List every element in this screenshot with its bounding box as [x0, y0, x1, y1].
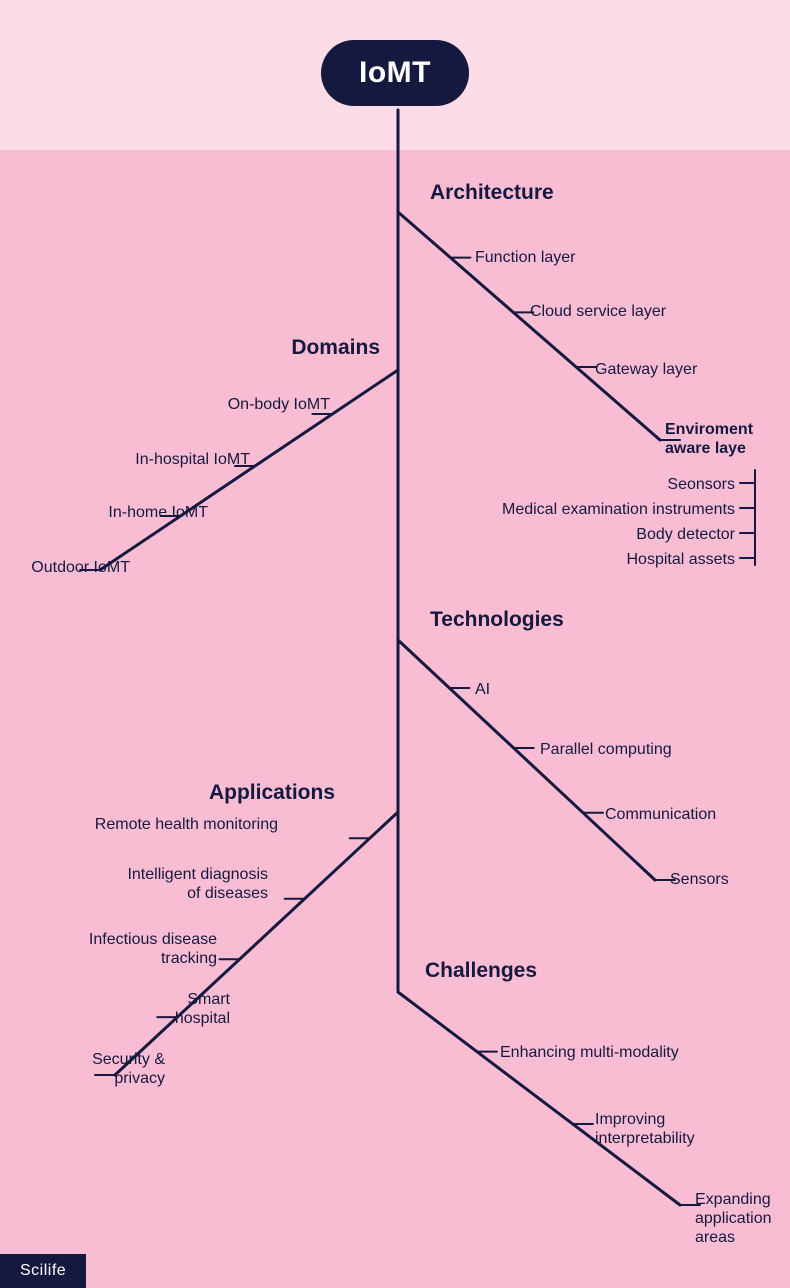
- diagram-label: Domains: [291, 335, 380, 360]
- diagram-label: Challenges: [425, 958, 537, 983]
- diagram-label: Improving interpretability: [595, 1110, 695, 1148]
- diagram-label: Expanding application areas: [695, 1190, 772, 1248]
- diagram-label: Intelligent diagnosis of diseases: [127, 865, 268, 903]
- diagram-label: On-body IoMT: [228, 395, 330, 414]
- diagram-label: Function layer: [475, 248, 576, 267]
- diagram-label: Technologies: [430, 607, 564, 632]
- diagram-label: Communication: [605, 805, 716, 824]
- diagram-label: Seonsors: [667, 475, 735, 494]
- diagram-label: Parallel computing: [540, 740, 672, 759]
- root-node: IoMT: [321, 40, 469, 106]
- diagram-label: Infectious disease tracking: [89, 930, 217, 968]
- diagram-label: Architecture: [430, 180, 554, 205]
- diagram-label: In-home IoMT: [108, 503, 208, 522]
- diagram-label: Sensors: [670, 870, 729, 889]
- diagram-label: Medical examination instruments: [502, 500, 735, 519]
- diagram-label: Cloud service layer: [530, 302, 666, 321]
- diagram-label: Remote health monitoring: [95, 815, 278, 834]
- diagram-label: Applications: [209, 780, 335, 805]
- footer-badge: Scilife: [0, 1254, 86, 1288]
- diagram-label: In-hospital IoMT: [135, 450, 250, 469]
- diagram-label: AI: [475, 680, 490, 699]
- diagram-label: Body detector: [636, 525, 735, 544]
- diagram-label: Outdoor IoMT: [31, 558, 130, 577]
- diagram-label: Enviroment aware laye: [665, 420, 753, 458]
- diagram-label: Hospital assets: [627, 550, 736, 569]
- diagram-label: Security & privacy: [92, 1050, 165, 1088]
- diagram-label: Gateway layer: [595, 360, 697, 379]
- diagram-label: Enhancing multi-modality: [500, 1043, 679, 1062]
- diagram-label: Smart hospital: [175, 990, 230, 1028]
